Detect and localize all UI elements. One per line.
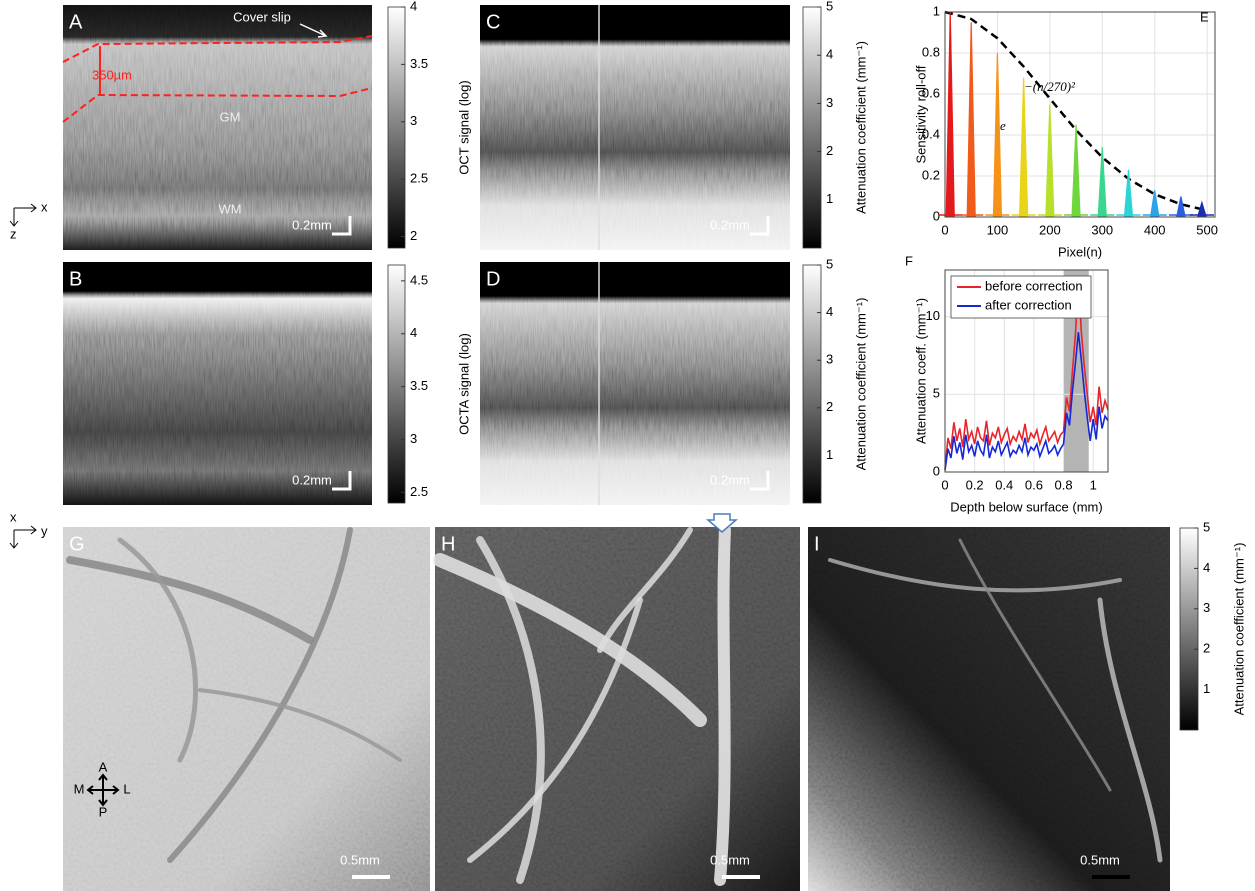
x-tick-label: 0.2 bbox=[966, 477, 984, 492]
panel-label: D bbox=[486, 268, 500, 290]
x-axis-label: Pixel(n) bbox=[1058, 244, 1102, 259]
scale-bar-label: 0.2mm bbox=[292, 472, 332, 487]
figure: A0.2mmCover slip350µmGMWMB0.2mmC0.2mmD0.… bbox=[0, 0, 1255, 891]
colorbar-label: Attenuation coefficient (mm⁻¹) bbox=[1231, 543, 1246, 716]
x-tick-label: 0 bbox=[941, 222, 948, 237]
image-texture bbox=[480, 5, 790, 250]
colorbar-tick-label: 5 bbox=[826, 0, 833, 13]
y-tick-label: 5 bbox=[933, 386, 940, 401]
image-texture bbox=[63, 527, 430, 891]
colorbar-tick-label: 4 bbox=[826, 304, 833, 319]
colorbar-label: Attenuation coefficient (mm⁻¹) bbox=[853, 41, 868, 214]
colorbar bbox=[803, 7, 821, 248]
colorbar-tick-label: 1 bbox=[1203, 681, 1210, 696]
colorbar-tick-label: 2 bbox=[826, 143, 833, 158]
axis-indicator-label: x bbox=[41, 199, 48, 214]
colorbar-tick-label: 4.5 bbox=[410, 272, 428, 287]
compass-label: P bbox=[99, 804, 108, 819]
vessel bbox=[720, 530, 725, 880]
axis-indicator bbox=[10, 526, 36, 548]
colorbar bbox=[388, 265, 405, 503]
compass-label: A bbox=[99, 759, 108, 774]
x-tick-label: 400 bbox=[1144, 222, 1166, 237]
annotation: WM bbox=[218, 201, 241, 216]
colorbar-tick-label: 4 bbox=[826, 47, 833, 62]
colorbar-label: OCT signal (log) bbox=[456, 80, 471, 174]
colorbar-tick-label: 4 bbox=[410, 325, 417, 340]
panel-label: A bbox=[69, 11, 83, 33]
x-tick-label: 1 bbox=[1090, 477, 1097, 492]
colorbar-tick-label: 3 bbox=[826, 352, 833, 367]
colorbar bbox=[1180, 528, 1198, 730]
x-tick-label: 0 bbox=[941, 477, 948, 492]
scale-bar-label: 0.2mm bbox=[710, 217, 750, 232]
x-tick-label: 0.8 bbox=[1055, 477, 1073, 492]
legend-label: after correction bbox=[985, 297, 1072, 312]
panel-label: C bbox=[486, 11, 500, 33]
panel-label: H bbox=[441, 533, 455, 555]
scale-bar-label: 0.2mm bbox=[292, 217, 332, 232]
colorbar-tick-label: 3 bbox=[826, 95, 833, 110]
colorbar-label: OCTA signal (log) bbox=[456, 333, 471, 435]
y-tick-label: 0.8 bbox=[922, 44, 940, 59]
compass-label: M bbox=[74, 781, 85, 796]
colorbar-label: Attenuation coefficient (mm⁻¹) bbox=[853, 298, 868, 471]
colorbar-tick-label: 1 bbox=[826, 191, 833, 206]
colorbar-tick-label: 3 bbox=[410, 431, 417, 446]
colorbar-tick-label: 3.5 bbox=[410, 378, 428, 393]
axis-indicator-label: x bbox=[10, 509, 17, 524]
y-tick-label: 0.2 bbox=[922, 167, 940, 182]
axis-indicator bbox=[10, 204, 36, 226]
colorbar-tick-label: 5 bbox=[826, 256, 833, 271]
colorbar-tick-label: 3.5 bbox=[410, 56, 428, 71]
colorbar bbox=[388, 7, 405, 248]
colorbar-tick-label: 2.5 bbox=[410, 484, 428, 499]
y-axis-label: Attenuation coeff. (mm⁻¹) bbox=[913, 298, 928, 444]
panel-label: G bbox=[69, 533, 85, 555]
panel-label: E bbox=[1200, 9, 1209, 24]
colorbar-tick-label: 2 bbox=[826, 399, 833, 414]
legend-label: before correction bbox=[985, 278, 1083, 293]
annotation: Cover slip bbox=[233, 9, 291, 24]
y-axis-label: Sensitivity roll-off bbox=[913, 65, 928, 163]
axis-indicator-label: y bbox=[41, 523, 48, 538]
x-tick-label: 0.4 bbox=[995, 477, 1013, 492]
x-tick-label: 0.6 bbox=[1025, 477, 1043, 492]
x-axis-label: Depth below surface (mm) bbox=[950, 499, 1102, 514]
x-tick-label: 100 bbox=[987, 222, 1009, 237]
image-texture bbox=[480, 262, 790, 505]
colorbar-tick-label: 4 bbox=[1203, 560, 1210, 575]
formula-exponent: −(n/270)² bbox=[1024, 79, 1076, 94]
scale-bar-label: 0.2mm bbox=[710, 472, 750, 487]
scale-bar-label: 0.5mm bbox=[1080, 852, 1120, 867]
image-texture bbox=[63, 262, 372, 505]
x-tick-label: 200 bbox=[1039, 222, 1061, 237]
panel-label: F bbox=[905, 253, 913, 268]
y-tick-label: 0 bbox=[933, 208, 940, 223]
formula-base: e bbox=[1000, 118, 1006, 133]
compass-label: L bbox=[123, 781, 130, 796]
colorbar-tick-label: 2 bbox=[1203, 641, 1210, 656]
axis-indicator-label: z bbox=[10, 226, 17, 241]
annotation: 350µm bbox=[92, 67, 132, 82]
colorbar bbox=[803, 265, 821, 503]
x-tick-label: 500 bbox=[1196, 222, 1218, 237]
y-tick-label: 0 bbox=[933, 463, 940, 478]
colorbar-tick-label: 2.5 bbox=[410, 171, 428, 186]
colorbar-tick-label: 5 bbox=[1203, 519, 1210, 534]
colorbar-tick-label: 2 bbox=[410, 228, 417, 243]
colorbar-tick-label: 3 bbox=[1203, 600, 1210, 615]
scale-bar-label: 0.5mm bbox=[710, 852, 750, 867]
x-tick-label: 300 bbox=[1091, 222, 1113, 237]
y-tick-label: 1 bbox=[933, 3, 940, 18]
annotation: GM bbox=[220, 109, 241, 124]
colorbar-tick-label: 4 bbox=[410, 0, 417, 13]
panel-label: B bbox=[69, 268, 82, 290]
plot-area bbox=[945, 12, 1215, 217]
panel-label: I bbox=[814, 533, 820, 555]
scale-bar-label: 0.5mm bbox=[340, 852, 380, 867]
colorbar-tick-label: 3 bbox=[410, 113, 417, 128]
colorbar-tick-label: 1 bbox=[826, 447, 833, 462]
